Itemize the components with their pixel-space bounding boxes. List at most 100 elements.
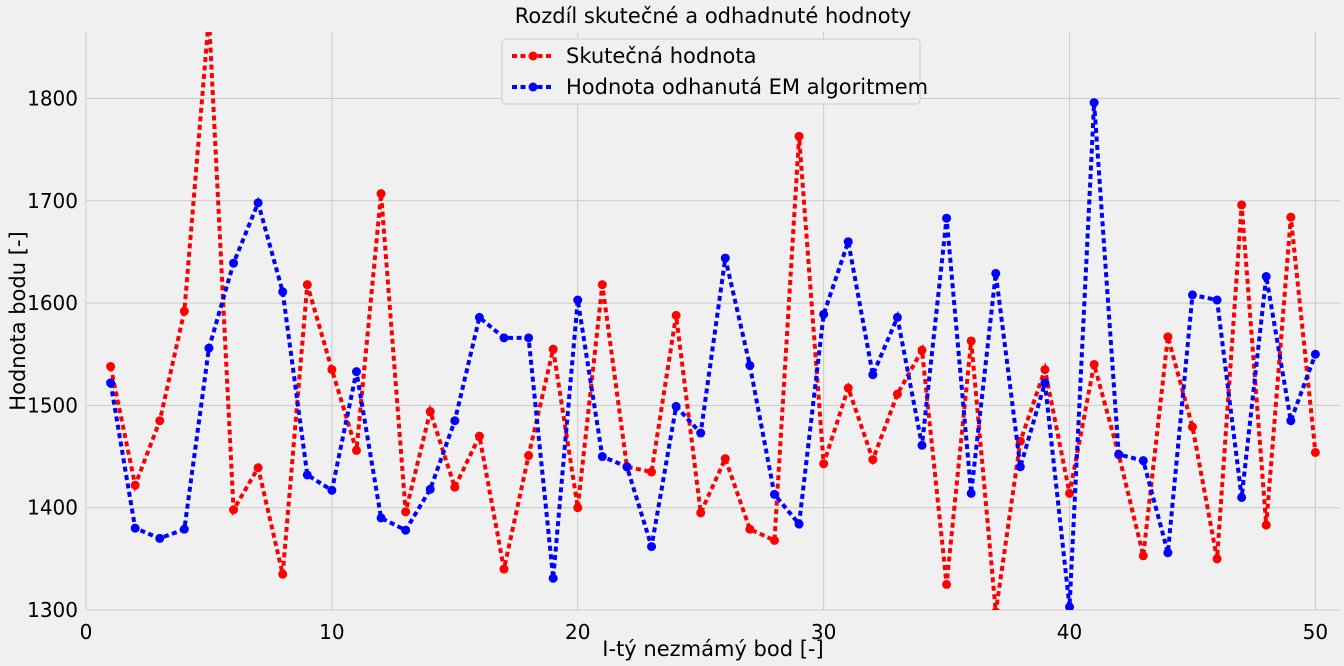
data-point	[179, 524, 189, 534]
data-point	[794, 519, 804, 529]
data-point	[1163, 332, 1173, 342]
x-tick-label: 20	[565, 620, 590, 644]
data-point	[179, 306, 189, 316]
data-point	[917, 440, 927, 450]
data-point	[499, 333, 509, 343]
data-point	[253, 463, 263, 473]
y-tick-label: 1500	[27, 393, 78, 417]
y-tick-label: 1400	[27, 496, 78, 520]
data-point	[819, 309, 829, 319]
data-point	[942, 579, 952, 589]
data-point	[892, 389, 902, 399]
x-tick-label: 40	[1057, 620, 1082, 644]
data-point	[819, 459, 829, 469]
data-point	[302, 470, 312, 480]
data-point	[696, 428, 706, 438]
data-point	[1187, 422, 1197, 432]
data-point	[351, 367, 361, 377]
x-axis-ticks: 0 10 20 30 40 50	[80, 620, 1329, 644]
data-point	[745, 524, 755, 534]
legend-label: Hodnota odhanutá EM algoritmem	[566, 75, 928, 99]
data-point	[130, 480, 140, 490]
x-tick-label: 30	[811, 620, 836, 644]
data-point	[868, 455, 878, 465]
legend-marker	[528, 51, 538, 61]
data-point	[892, 312, 902, 322]
data-point	[1065, 602, 1075, 610]
data-point	[499, 564, 509, 574]
legend-label: Skutečná hodnota	[566, 44, 756, 68]
data-point	[794, 131, 804, 141]
data-point	[204, 12, 213, 21]
data-point	[524, 333, 534, 343]
data-point	[966, 336, 976, 346]
data-point	[1163, 548, 1173, 558]
data-point	[769, 535, 779, 545]
data-point	[720, 253, 730, 263]
y-tick-label: 1300	[27, 598, 78, 622]
series-layer	[106, 12, 1320, 610]
series-2	[106, 98, 1320, 610]
data-point	[991, 607, 1000, 610]
data-point	[1138, 551, 1148, 561]
data-point	[991, 268, 1001, 278]
data-point	[1212, 554, 1222, 564]
y-tick-label: 1700	[27, 189, 78, 213]
data-point	[450, 416, 460, 426]
data-point	[1237, 492, 1247, 502]
data-point	[647, 467, 657, 477]
data-point	[106, 362, 116, 372]
data-point	[376, 189, 386, 199]
data-point	[278, 569, 288, 579]
data-point	[106, 378, 116, 388]
data-point	[1114, 450, 1124, 460]
data-point	[1089, 359, 1099, 369]
data-point	[573, 295, 583, 305]
x-tick-label: 10	[319, 620, 344, 644]
data-point	[942, 213, 952, 223]
data-point	[1015, 462, 1025, 472]
data-point	[1237, 200, 1247, 210]
legend: Skutečná hodnota Hodnota odhanutá EM algo…	[501, 38, 928, 105]
data-point	[843, 237, 853, 247]
data-point	[302, 280, 312, 290]
data-point	[155, 533, 165, 543]
data-point	[671, 310, 681, 320]
legend-marker	[528, 82, 538, 92]
data-point	[917, 345, 927, 355]
data-point	[401, 507, 411, 517]
data-point	[1261, 520, 1271, 530]
data-point	[450, 482, 460, 492]
data-point	[1310, 447, 1320, 457]
chart-title: Rozdíl skutečné a odhadnuté hodnoty	[515, 4, 912, 28]
data-point	[351, 445, 361, 455]
data-point	[1212, 295, 1222, 305]
data-point	[425, 484, 435, 494]
data-point	[1138, 456, 1148, 466]
data-point	[1286, 416, 1296, 426]
data-point	[696, 508, 706, 518]
data-point	[401, 525, 411, 535]
data-point	[548, 573, 558, 583]
data-point	[1089, 98, 1099, 108]
data-point	[573, 503, 583, 513]
data-point	[474, 312, 484, 322]
x-tick-label: 0	[80, 620, 93, 644]
data-point	[769, 489, 779, 499]
data-point	[474, 431, 484, 441]
data-point	[1261, 271, 1271, 281]
data-point	[130, 523, 140, 533]
data-point	[671, 401, 681, 411]
x-tick-label: 50	[1303, 620, 1328, 644]
data-point	[253, 198, 263, 208]
data-point	[647, 542, 657, 552]
data-point	[1065, 488, 1075, 498]
series-line	[108, 102, 1318, 608]
data-point	[229, 258, 239, 268]
data-point	[155, 416, 165, 426]
legend-box	[501, 38, 921, 105]
data-point	[1040, 378, 1050, 388]
data-point	[843, 383, 853, 393]
data-point	[597, 452, 607, 462]
